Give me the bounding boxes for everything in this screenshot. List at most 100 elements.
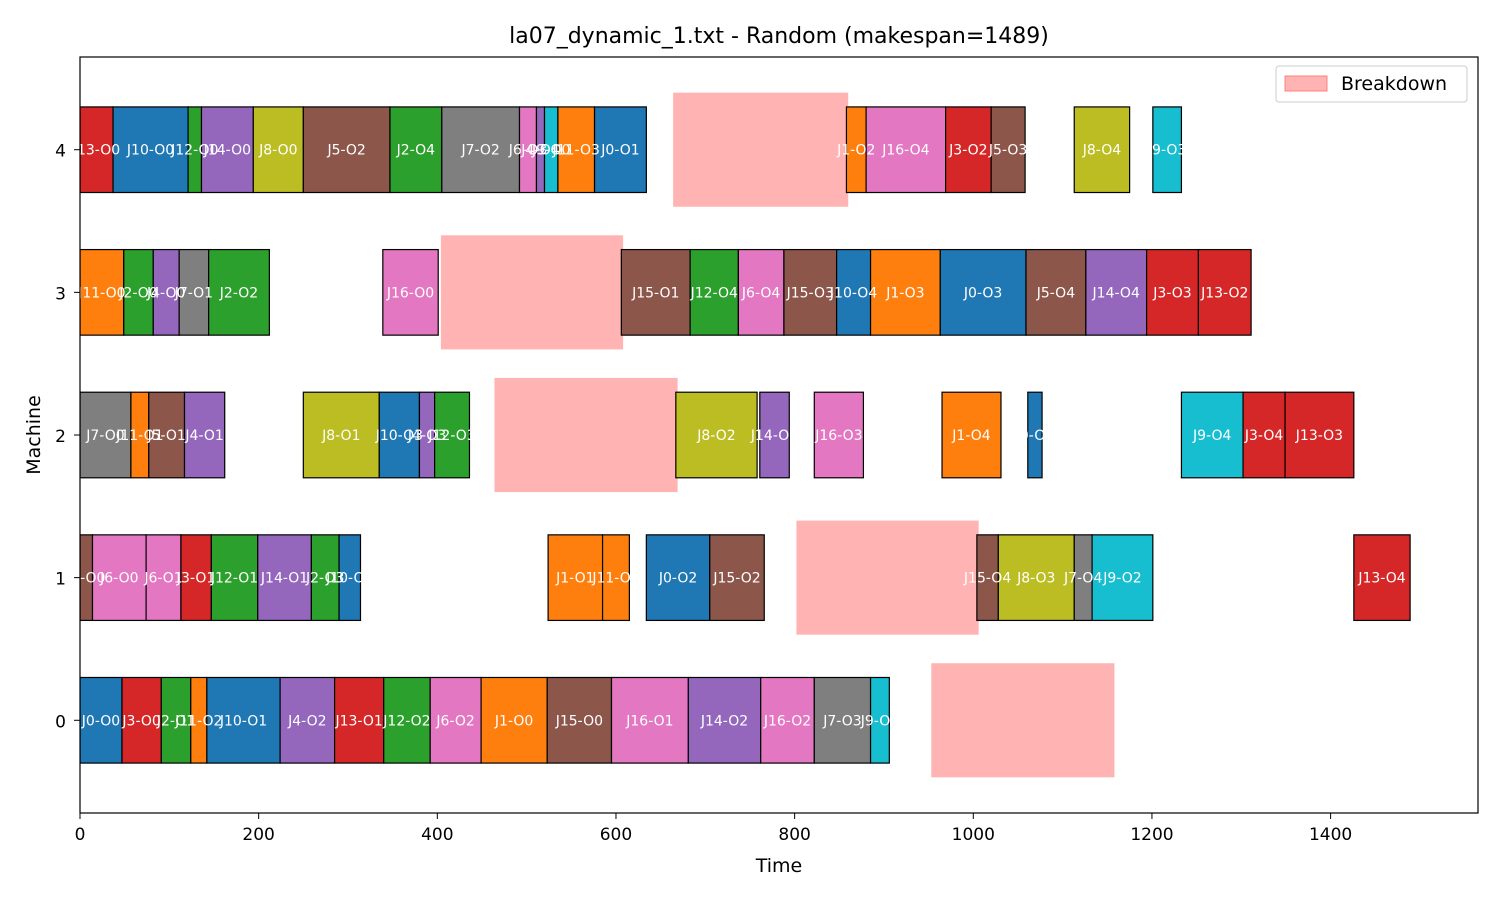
op-bar-j8-o4 bbox=[1073, 106, 1131, 194]
op-bar-j4-o1 bbox=[183, 391, 226, 479]
op-label-j11-o3: J11-O3 bbox=[591, 571, 639, 587]
op-bar-j10-o2 bbox=[338, 534, 362, 622]
op-bar-j10-o1 bbox=[206, 676, 281, 764]
op-label-j13-o0: J13-O0 bbox=[72, 143, 120, 159]
op-label-j3-o2: J3-O2 bbox=[948, 143, 987, 159]
op-bar-j12-o3 bbox=[434, 391, 471, 479]
op-bar-j12-o4 bbox=[689, 248, 739, 336]
op-label-j6-o4: J6-O4 bbox=[741, 285, 780, 301]
op-bar-j5-o3 bbox=[990, 106, 1026, 194]
op-bar-j14-o3 bbox=[759, 391, 790, 479]
op-label-j11-o1: J11-O1 bbox=[115, 428, 163, 444]
op-label-j3-o0: J3-O0 bbox=[121, 713, 160, 729]
op-label-j8-o1: J8-O1 bbox=[321, 428, 360, 444]
op-bar-j12-o1 bbox=[210, 534, 259, 622]
op-label-j4-o0: J4-O0 bbox=[146, 285, 185, 301]
op-label-j14-o0: J14-O0 bbox=[203, 143, 251, 159]
op-bar-j16-o4 bbox=[865, 106, 947, 194]
op-label-j0-o1: J0-O1 bbox=[600, 143, 639, 159]
op-bar-j13-o3 bbox=[1284, 391, 1355, 479]
op-label-j12-o2: J12-O2 bbox=[382, 713, 430, 729]
op-bar-j16-o0 bbox=[382, 248, 439, 336]
op-label-j6-o0: J6-O0 bbox=[99, 571, 138, 587]
op-label-j16-o3: J16-O3 bbox=[814, 428, 862, 444]
op-label-j9-o2: J9-O2 bbox=[1102, 571, 1141, 587]
x-axis: 0 200 400 600 800 1000 1200 1400 bbox=[75, 813, 1352, 845]
y-tick-label-1: 1 bbox=[55, 570, 66, 590]
op-bar-j1-o4 bbox=[941, 391, 1002, 479]
y-tick-label-0: 0 bbox=[55, 712, 66, 732]
op-label-j5-o4: J5-O4 bbox=[1036, 285, 1075, 301]
legend-swatch-breakdown bbox=[1284, 75, 1328, 92]
op-bar-j14-o2 bbox=[687, 676, 762, 764]
op-label-j8-o4: J8-O4 bbox=[1082, 143, 1121, 159]
op-label-j12-o1: J12-O1 bbox=[210, 571, 258, 587]
op-label-j9-o4: J9-O4 bbox=[1192, 428, 1231, 444]
op-label-j7-o3: J7-O3 bbox=[822, 713, 861, 729]
op-label-j15-o1: J15-O1 bbox=[631, 285, 679, 301]
breakdown-bar-m4 bbox=[673, 92, 849, 207]
op-bar-j11-o3 bbox=[557, 106, 596, 194]
op-label-j6-o3: J6-O3 bbox=[508, 143, 547, 159]
op-label-j9-o1: J9-O1 bbox=[860, 713, 899, 729]
op-bar-j12-o2 bbox=[383, 676, 431, 764]
op-bar-j15-o3 bbox=[783, 248, 838, 336]
op-bar-j4-o2 bbox=[279, 676, 336, 764]
breakdown-bar-m0 bbox=[931, 663, 1115, 778]
op-bar-j5-o1 bbox=[148, 391, 186, 479]
op-label-j9-o3: J9-O3 bbox=[1147, 143, 1186, 159]
x-axis-label: Time bbox=[755, 855, 803, 877]
op-bar-j10-o0 bbox=[112, 106, 189, 194]
legend-label-breakdown: Breakdown bbox=[1341, 73, 1447, 95]
op-bar-j3-o4 bbox=[1242, 391, 1286, 479]
x-tick-label-200: 200 bbox=[242, 825, 274, 845]
y-tick-label-2: 2 bbox=[55, 427, 66, 447]
op-bar-j2-o0 bbox=[123, 248, 154, 336]
op-label-j16-o0: J16-O0 bbox=[386, 285, 434, 301]
op-label-j8-o2: J8-O2 bbox=[696, 428, 735, 444]
op-label-j2-o3: J2-O3 bbox=[305, 571, 344, 587]
op-label-j10-o4: J10-O4 bbox=[829, 285, 877, 301]
op-label-j13-o4: J13-O4 bbox=[1357, 571, 1405, 587]
y-axis-label: Machine bbox=[23, 395, 45, 475]
op-label-j5-o2: J5-O2 bbox=[326, 143, 365, 159]
op-bar-j15-o2 bbox=[709, 534, 765, 622]
op-label-j1-o3: J1-O3 bbox=[885, 285, 924, 301]
op-bar-j9-o3 bbox=[1152, 106, 1183, 194]
op-label-j11-o2: J11-O2 bbox=[174, 713, 222, 729]
op-bar-j1-o3 bbox=[869, 248, 941, 336]
x-tick-label-1000: 1000 bbox=[952, 825, 995, 845]
op-bar-j0-o4 bbox=[1027, 391, 1043, 479]
x-tick-label-600: 600 bbox=[600, 825, 632, 845]
op-label-j12-o3: J12-O3 bbox=[427, 428, 475, 444]
op-label-j16-o1: J16-O1 bbox=[625, 713, 673, 729]
op-label-j2-o2: J2-O2 bbox=[219, 285, 258, 301]
y-axis: 0 1 2 3 4 bbox=[55, 142, 80, 732]
op-label-j14-o3: J14-O3 bbox=[750, 428, 798, 444]
op-label-j13-o2: J13-O2 bbox=[1200, 285, 1248, 301]
op-bar-j3-o3 bbox=[1145, 248, 1199, 336]
legend: Breakdown bbox=[1275, 65, 1468, 103]
op-label-j15-o3: J15-O3 bbox=[786, 285, 834, 301]
x-tick-label-0: 0 bbox=[75, 825, 86, 845]
op-bar-j14-o4 bbox=[1085, 248, 1148, 336]
op-label-j9-o0: J9-O0 bbox=[531, 143, 570, 159]
op-bar-j3-o1 bbox=[180, 534, 212, 622]
op-label-j8-o3: J8-O3 bbox=[1016, 571, 1055, 587]
op-label-j1-o1: J1-O1 bbox=[555, 571, 594, 587]
op-label-j10-o2: J10-O2 bbox=[325, 571, 373, 587]
op-bar-j16-o3 bbox=[813, 391, 865, 479]
op-label-j5-o3: J5-O3 bbox=[988, 143, 1027, 159]
op-bar-j0-o1 bbox=[593, 106, 647, 194]
op-label-j1-o4: J1-O4 bbox=[951, 428, 990, 444]
op-label-j2-o0: J2-O0 bbox=[118, 285, 157, 301]
op-label-j6-o1: J6-O1 bbox=[143, 571, 182, 587]
op-bar-j8-o0 bbox=[252, 106, 304, 194]
op-label-j0-o4: J0-O4 bbox=[1015, 428, 1054, 444]
op-bar-j1-o1 bbox=[547, 534, 604, 622]
op-label-j4-o2: J4-O2 bbox=[287, 713, 326, 729]
op-label-j2-o4: J2-O4 bbox=[396, 143, 435, 159]
op-label-j1-o2: J1-O2 bbox=[836, 143, 875, 159]
